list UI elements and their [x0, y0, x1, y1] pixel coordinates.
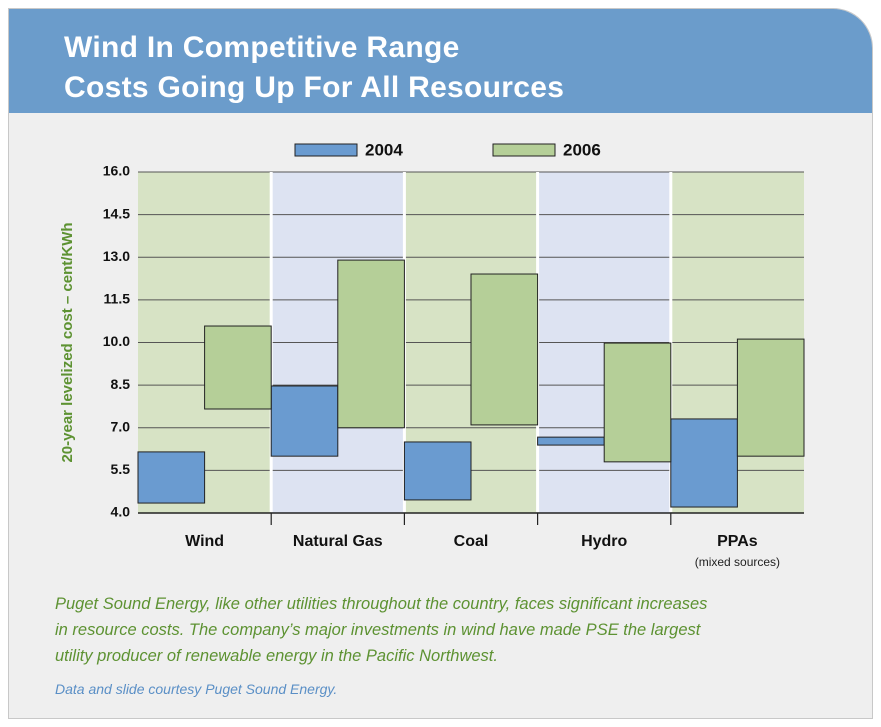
x-tick-label: PPAs: [717, 533, 758, 550]
category-note: (mixed sources): [694, 555, 781, 569]
y-tick-label: 11.5: [104, 291, 131, 307]
range-bar: [537, 436, 605, 446]
range-bar: [270, 385, 339, 457]
range-bar: [403, 441, 472, 501]
legend-swatch: [492, 143, 556, 157]
caption-line: in resource costs. The company’s major i…: [55, 621, 701, 639]
chart-title: Wind In Competitive Range: [64, 31, 460, 64]
x-tick-label: Wind: [185, 533, 225, 550]
y-tick-label: 13.0: [103, 248, 130, 264]
range-bar: [137, 451, 206, 504]
credit: Data and slide courtesy Puget Sound Ener…: [55, 681, 338, 697]
range-bar: [670, 418, 738, 508]
legend-label: 2004: [365, 140, 403, 159]
legend-swatch: [294, 143, 358, 157]
caption-line: Puget Sound Energy, like other utilities…: [55, 595, 708, 613]
x-tick-label: Hydro: [581, 533, 628, 550]
range-bar: [470, 273, 539, 426]
y-tick-label: 8.5: [111, 376, 131, 392]
range-bar: [337, 259, 405, 429]
y-tick-label: 7.0: [111, 418, 131, 434]
y-tick-label: 16.0: [103, 163, 130, 179]
y-tick-label: 10.0: [103, 333, 130, 349]
caption-line: utility producer of renewable energy in …: [55, 647, 498, 665]
range-bar: [603, 342, 672, 463]
range-bar: [204, 325, 272, 410]
y-tick-label: 4.0: [111, 504, 131, 520]
chart-subtitle: Costs Going Up For All Resources: [64, 71, 565, 104]
y-axis-label: 20-year levelized cost – cent/KWh: [59, 222, 76, 462]
x-tick-label: Coal: [453, 533, 489, 550]
x-tick-label: Natural Gas: [292, 533, 383, 550]
legend-label: 2006: [563, 140, 601, 159]
range-bar: [736, 338, 805, 457]
header: Wind In Competitive Range Costs Going Up…: [9, 9, 872, 113]
y-tick-label: 5.5: [111, 461, 131, 477]
y-tick-label: 14.5: [103, 205, 130, 221]
